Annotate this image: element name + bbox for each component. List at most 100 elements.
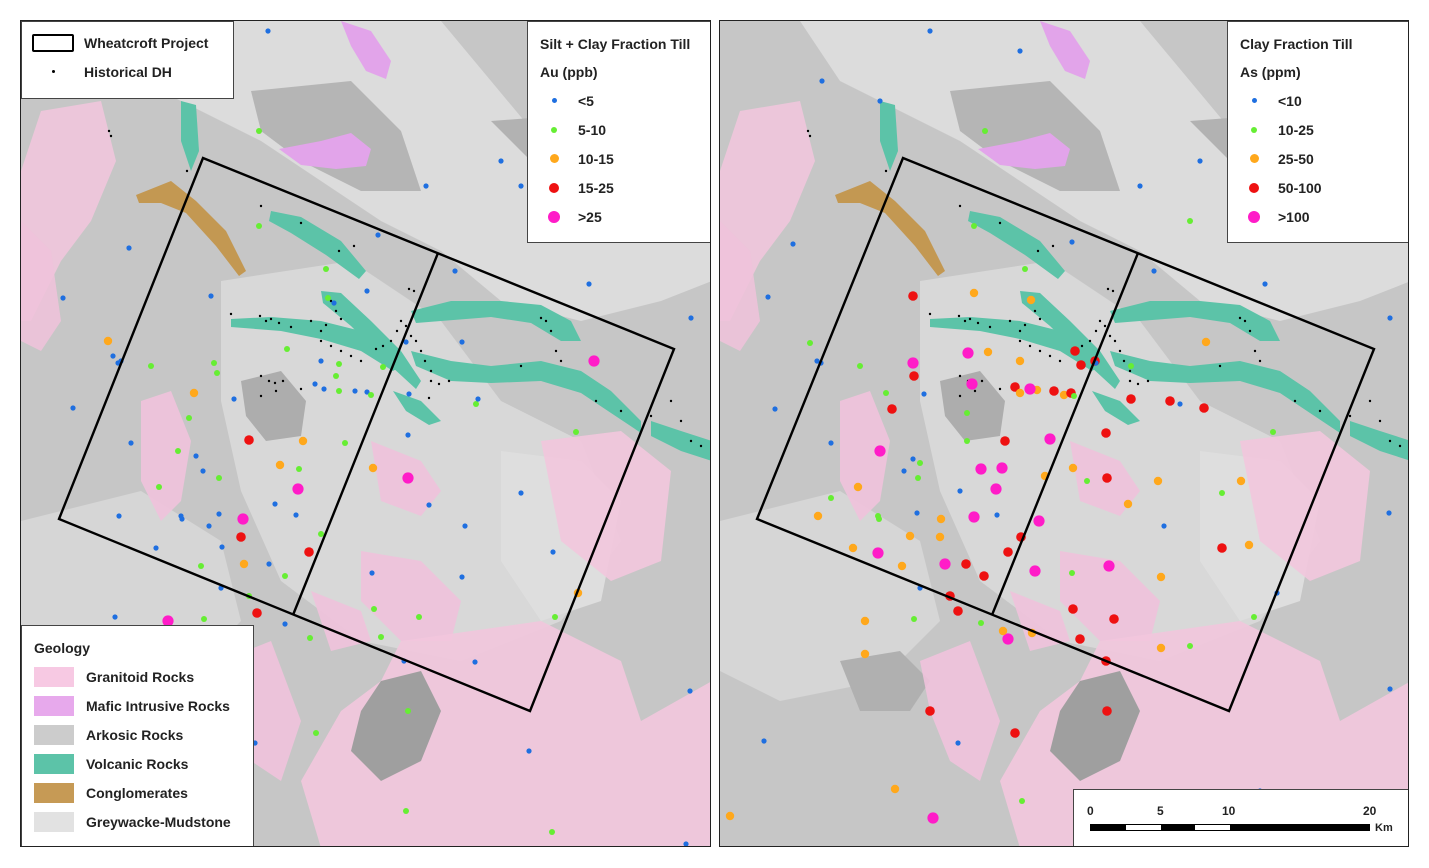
sample-point[interactable] [426, 502, 432, 508]
sample-point[interactable] [364, 389, 370, 395]
sample-point[interactable] [927, 812, 939, 824]
sample-point[interactable] [336, 361, 342, 367]
sample-point[interactable] [293, 512, 299, 518]
sample-point[interactable] [116, 513, 122, 519]
sample-point[interactable] [860, 649, 870, 659]
sample-point[interactable] [186, 415, 192, 421]
sample-point[interactable] [983, 347, 993, 357]
sample-point[interactable] [352, 388, 358, 394]
sample-point[interactable] [1387, 686, 1393, 692]
sample-point[interactable] [313, 730, 319, 736]
sample-point[interactable] [1187, 218, 1193, 224]
sample-point[interactable] [1015, 388, 1025, 398]
sample-point[interactable] [266, 561, 272, 567]
sample-point[interactable] [1103, 560, 1115, 572]
sample-point[interactable] [1002, 633, 1014, 645]
sample-point[interactable] [214, 370, 220, 376]
sample-point[interactable] [459, 574, 465, 580]
sample-point[interactable] [1123, 499, 1133, 509]
sample-point[interactable] [927, 28, 933, 34]
sample-point[interactable] [848, 543, 858, 553]
sample-point[interactable] [819, 78, 825, 84]
sample-point[interactable] [1071, 393, 1077, 399]
sample-point[interactable] [200, 468, 206, 474]
sample-point[interactable] [318, 531, 324, 537]
sample-point[interactable] [1270, 429, 1276, 435]
sample-point[interactable] [189, 388, 199, 398]
sample-point[interactable] [405, 432, 411, 438]
sample-point[interactable] [905, 531, 915, 541]
sample-point[interactable] [103, 336, 113, 346]
sample-point[interactable] [403, 808, 409, 814]
sample-point[interactable] [423, 183, 429, 189]
sample-point[interactable] [550, 549, 556, 555]
sample-point[interactable] [994, 512, 1000, 518]
sample-point[interactable] [813, 511, 823, 521]
sample-point[interactable] [910, 456, 916, 462]
sample-point[interactable] [828, 495, 834, 501]
sample-point[interactable] [979, 571, 989, 581]
sample-point[interactable] [256, 223, 262, 229]
sample-point[interactable] [1003, 547, 1013, 557]
sample-point[interactable] [336, 388, 342, 394]
sample-point[interactable] [304, 547, 314, 557]
sample-point[interactable] [1109, 614, 1119, 624]
sample-point[interactable] [402, 472, 414, 484]
sample-point[interactable] [231, 396, 237, 402]
sample-point[interactable] [307, 635, 313, 641]
sample-point[interactable] [1033, 515, 1045, 527]
sample-point[interactable] [406, 391, 412, 397]
sample-point[interactable] [60, 295, 66, 301]
sample-point[interactable] [996, 462, 1008, 474]
sample-point[interactable] [955, 740, 961, 746]
sample-point[interactable] [216, 511, 222, 517]
sample-point[interactable] [518, 183, 524, 189]
sample-point[interactable] [921, 391, 927, 397]
sample-point[interactable] [1076, 360, 1086, 370]
sample-point[interactable] [998, 626, 1008, 636]
sample-point[interactable] [1044, 433, 1056, 445]
sample-point[interactable] [588, 355, 600, 367]
sample-point[interactable] [282, 573, 288, 579]
sample-point[interactable] [1084, 478, 1090, 484]
as-map-panel[interactable]: Clay Fraction Till As (ppm) <10 10-25 25-5… [719, 20, 1409, 847]
sample-point[interactable] [1017, 48, 1023, 54]
sample-point[interactable] [282, 621, 288, 627]
sample-point[interactable] [761, 738, 767, 744]
sample-point[interactable] [1161, 523, 1167, 529]
sample-point[interactable] [874, 445, 886, 457]
sample-point[interactable] [368, 392, 374, 398]
sample-point[interactable] [333, 373, 339, 379]
sample-point[interactable] [239, 559, 249, 569]
sample-point[interactable] [961, 559, 971, 569]
sample-point[interactable] [683, 841, 689, 846]
sample-point[interactable] [1075, 634, 1085, 644]
sample-point[interactable] [1102, 706, 1112, 716]
sample-point[interactable] [403, 339, 409, 345]
sample-point[interactable] [883, 390, 889, 396]
sample-point[interactable] [953, 606, 963, 616]
sample-point[interactable] [971, 223, 977, 229]
sample-point[interactable] [1029, 565, 1041, 577]
sample-point[interactable] [964, 438, 970, 444]
sample-point[interactable] [939, 558, 951, 570]
sample-point[interactable] [216, 475, 222, 481]
sample-point[interactable] [901, 468, 907, 474]
sample-point[interactable] [982, 128, 988, 134]
sample-point[interactable] [876, 516, 882, 522]
sample-point[interactable] [914, 510, 920, 516]
sample-point[interactable] [219, 544, 225, 550]
sample-point[interactable] [475, 396, 481, 402]
sample-point[interactable] [237, 513, 249, 525]
sample-point[interactable] [1059, 390, 1069, 400]
sample-point[interactable] [765, 294, 771, 300]
sample-point[interactable] [1177, 401, 1183, 407]
sample-point[interactable] [126, 245, 132, 251]
sample-point[interactable] [110, 353, 116, 359]
sample-point[interactable] [473, 401, 479, 407]
sample-point[interactable] [1015, 356, 1025, 366]
sample-point[interactable] [907, 357, 919, 369]
sample-point[interactable] [331, 300, 337, 306]
sample-point[interactable] [156, 484, 162, 490]
sample-point[interactable] [1068, 463, 1078, 473]
